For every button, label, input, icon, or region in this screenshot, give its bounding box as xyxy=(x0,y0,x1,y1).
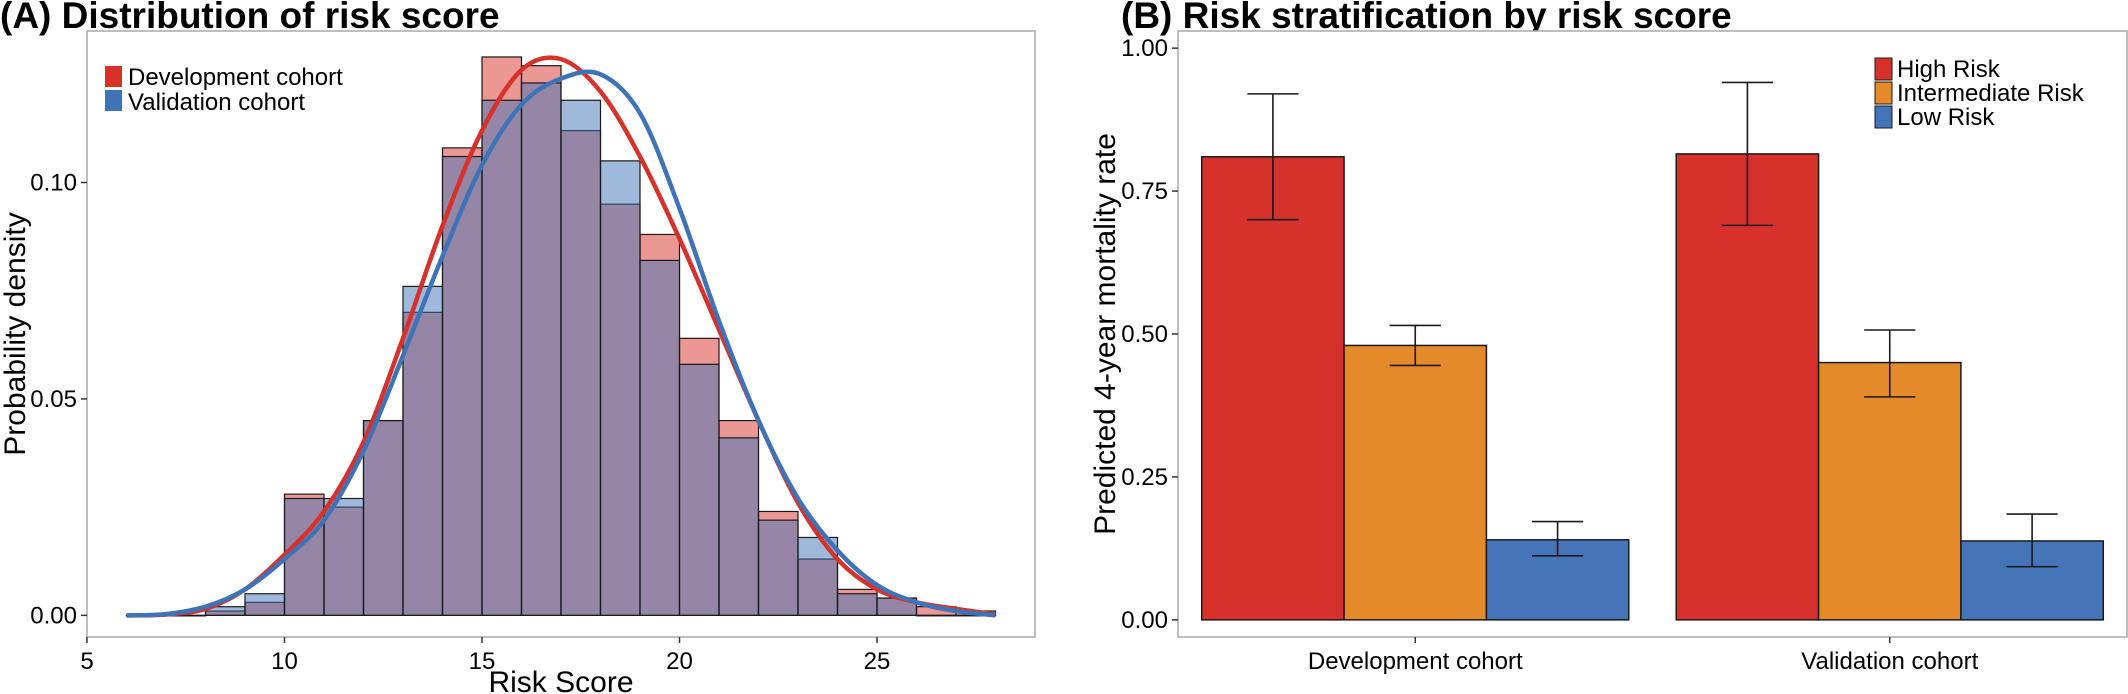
high-risk-bar xyxy=(1200,156,1345,621)
validation-histogram-bar xyxy=(560,99,602,616)
x-tick-label: 5 xyxy=(80,648,93,675)
y-tick-label: 0.75 xyxy=(1121,178,1168,205)
legend-swatch-validation xyxy=(105,90,122,111)
x-axis-title: Risk Score xyxy=(488,666,633,694)
legend-swatch-development xyxy=(105,66,122,87)
validation-histogram-bar xyxy=(639,259,681,616)
x-tick-label: 25 xyxy=(864,648,891,675)
legend-label-low-risk: Low Risk xyxy=(1897,104,1995,131)
legend-label-high-risk: High Risk xyxy=(1897,56,2001,83)
risk-group-bars xyxy=(1200,153,2105,621)
validation-histogram-bar xyxy=(362,419,404,616)
high-risk-error-bar xyxy=(1721,81,1774,227)
validation-density-curve xyxy=(126,69,996,618)
intermediate-risk-bar xyxy=(1343,344,1488,621)
low-risk-error-bar xyxy=(2006,513,2058,568)
y-axis-title: Probability density xyxy=(0,212,32,455)
panel-b-legend: High Risk Intermediate Risk Low Risk xyxy=(1874,56,2085,131)
development-density-curve xyxy=(126,55,996,618)
x-tick-label: Validation cohort xyxy=(1801,648,1978,675)
y-axis-ticks: 0.00 0.25 0.50 0.75 1.00 xyxy=(1121,35,1178,634)
legend-swatch-intermediate-risk xyxy=(1874,81,1893,105)
validation-histogram-bar xyxy=(402,285,444,616)
validation-histogram-bar xyxy=(718,437,760,616)
y-tick-label: 0.25 xyxy=(1121,464,1168,491)
x-tick-label: 10 xyxy=(271,648,298,675)
validation-histogram-bar xyxy=(441,155,483,616)
validation-histogram-bar xyxy=(520,82,562,616)
y-tick-label: 1.00 xyxy=(1121,35,1168,62)
legend-swatch-high-risk xyxy=(1874,57,1893,81)
intermediate-risk-bar xyxy=(1817,361,1962,621)
high-risk-bar xyxy=(1675,153,1820,621)
x-tick-label: Development cohort xyxy=(1308,648,1523,675)
y-tick-label: 0.50 xyxy=(1121,321,1168,348)
x-axis-ticks: Development cohort Validation cohort xyxy=(1308,637,1979,675)
panel-b-title: (B) Risk stratification by risk score xyxy=(1121,0,1732,36)
legend-label-intermediate-risk: Intermediate Risk xyxy=(1897,80,2085,107)
panel-a-histogram: (A) Distribution of risk score 5 10 15 20 25… xyxy=(0,0,1036,694)
y-tick-label: 0.00 xyxy=(1121,607,1168,634)
validation-histogram-bar xyxy=(915,614,957,617)
legend-swatch-low-risk xyxy=(1874,105,1893,129)
high-risk-error-bar xyxy=(1247,93,1299,221)
intermediate-risk-error-bar xyxy=(1864,329,1916,398)
y-tick-label: 0.10 xyxy=(30,170,77,197)
legend-label-development: Development cohort xyxy=(128,64,343,91)
validation-histogram-bar xyxy=(757,519,799,616)
x-tick-label: 15 xyxy=(469,648,496,675)
legend-label-validation: Validation cohort xyxy=(128,89,305,116)
density-curves xyxy=(126,55,996,618)
y-axis-title: Predicted 4-year mortality rate xyxy=(1089,133,1122,535)
validation-histogram-bar xyxy=(836,593,878,616)
panel-b-bar-chart: (B) Risk stratification by risk score De… xyxy=(1089,0,2128,675)
validation-histogram-bar xyxy=(481,99,523,616)
low-risk-error-bar xyxy=(1531,520,1584,557)
validation-histogram-bars xyxy=(125,82,997,617)
error-bars xyxy=(1247,81,2058,568)
x-axis-ticks: 5 10 15 20 25 xyxy=(80,637,890,675)
panel-a-legend: Development cohort Validation cohort xyxy=(105,64,343,116)
intermediate-risk-error-bar xyxy=(1389,324,1441,367)
validation-histogram-bar xyxy=(244,593,286,616)
validation-histogram-bar xyxy=(678,363,720,616)
validation-histogram-bar xyxy=(323,497,365,616)
x-tick-label: 20 xyxy=(666,648,693,675)
y-tick-label: 0.00 xyxy=(30,602,77,629)
panel-a-title: (A) Distribution of risk score xyxy=(0,0,500,36)
y-axis-ticks: 0.00 0.05 0.10 xyxy=(30,170,87,629)
validation-histogram-bar xyxy=(599,160,641,616)
y-tick-label: 0.05 xyxy=(30,386,77,413)
